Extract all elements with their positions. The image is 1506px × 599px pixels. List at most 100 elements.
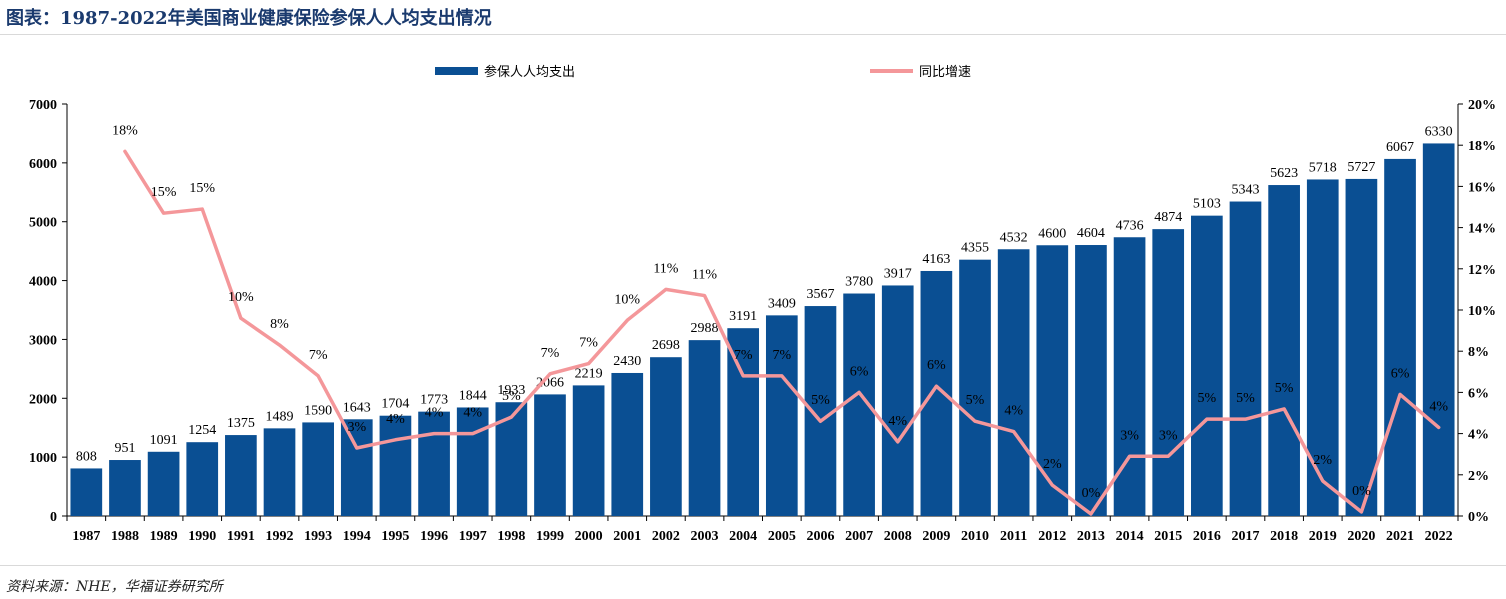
bar-value-label: 2219 bbox=[575, 366, 603, 381]
y-right-tick-label: 12% bbox=[1468, 263, 1496, 278]
x-tick-label: 2002 bbox=[652, 529, 680, 544]
growth-value-label: 5% bbox=[1275, 381, 1294, 396]
bar-value-label: 1773 bbox=[420, 393, 448, 408]
x-tick-label: 2001 bbox=[613, 529, 641, 544]
bar-value-label: 5727 bbox=[1347, 160, 1375, 175]
bar-value-label: 4604 bbox=[1077, 226, 1105, 241]
growth-value-label: 7% bbox=[579, 336, 598, 351]
growth-value-label: 5% bbox=[1198, 391, 1217, 406]
x-tick-label: 1997 bbox=[459, 529, 487, 544]
growth-value-label: 4% bbox=[888, 414, 907, 429]
growth-value-label: 2% bbox=[1043, 457, 1062, 472]
bar-value-label: 3191 bbox=[729, 309, 757, 324]
legend: 参保人人均支出 同比增速 bbox=[435, 64, 971, 80]
x-tick-label: 1993 bbox=[304, 529, 332, 544]
bar bbox=[881, 285, 914, 516]
bar bbox=[611, 372, 644, 516]
growth-value-label: 4% bbox=[425, 406, 444, 421]
x-tick-label: 2012 bbox=[1038, 529, 1066, 544]
y-right-tick-label: 6% bbox=[1468, 386, 1489, 401]
x-tick-label: 2021 bbox=[1386, 529, 1414, 544]
growth-value-label: 4% bbox=[463, 406, 482, 421]
x-tick-label: 2011 bbox=[1000, 529, 1027, 544]
bar-value-label: 4532 bbox=[1000, 230, 1028, 245]
x-tick-label: 2006 bbox=[806, 529, 834, 544]
bar-value-label: 808 bbox=[76, 449, 97, 464]
x-tick-label: 2016 bbox=[1193, 529, 1221, 544]
line-series bbox=[123, 149, 1441, 516]
bar bbox=[959, 259, 991, 516]
title-divider bbox=[0, 34, 1506, 35]
x-tick-label: 1998 bbox=[497, 529, 525, 544]
growth-value-label: 2% bbox=[1313, 453, 1332, 468]
y-right-tick-label: 16% bbox=[1468, 180, 1496, 195]
growth-value-label: 3% bbox=[1120, 428, 1139, 443]
growth-value-label: 6% bbox=[1391, 366, 1410, 381]
bar bbox=[70, 468, 103, 516]
y-left-tick-label: 2000 bbox=[29, 392, 57, 407]
x-tick-label: 2019 bbox=[1309, 529, 1337, 544]
x-tick-label: 1988 bbox=[111, 529, 139, 544]
bar bbox=[186, 442, 219, 516]
growth-value-label: 3% bbox=[347, 420, 366, 435]
growth-value-label: 18% bbox=[112, 123, 138, 138]
bar bbox=[1345, 178, 1378, 516]
x-tick-label: 2008 bbox=[884, 529, 912, 544]
legend-label-line: 同比增速 bbox=[919, 65, 971, 80]
growth-value-label: 10% bbox=[228, 290, 254, 305]
x-tick-label: 2022 bbox=[1425, 529, 1453, 544]
source-note: 资料来源：NHE，华福证券研究所 bbox=[6, 579, 223, 595]
x-tick-label: 2013 bbox=[1077, 529, 1105, 544]
x-tick-label: 2015 bbox=[1154, 529, 1182, 544]
growth-value-label: 6% bbox=[850, 364, 869, 379]
y-left-tick-label: 1000 bbox=[29, 451, 57, 466]
y-left-tick-label: 5000 bbox=[29, 216, 57, 231]
bar bbox=[727, 328, 760, 516]
bar-value-label: 4163 bbox=[922, 252, 950, 267]
chart-title: 图表：1987-2022年美国商业健康保险参保人人均支出情况 bbox=[6, 8, 492, 29]
x-axis-ticks: 1987 1988 1989 1990 1991 1992 1993 1994 1995 1996… bbox=[66, 516, 1459, 544]
bar-value-label: 1489 bbox=[266, 409, 294, 424]
footer-divider bbox=[0, 565, 1506, 566]
bar bbox=[1384, 158, 1416, 517]
bar bbox=[379, 415, 412, 516]
bar bbox=[456, 407, 489, 516]
bar bbox=[572, 385, 605, 516]
growth-value-label: 15% bbox=[151, 185, 177, 200]
growth-value-label: 7% bbox=[309, 348, 328, 363]
x-tick-label: 1992 bbox=[266, 529, 294, 544]
x-tick-label: 1996 bbox=[420, 529, 448, 544]
growth-value-label: 15% bbox=[189, 181, 215, 196]
x-tick-label: 2007 bbox=[845, 529, 873, 544]
growth-value-label: 4% bbox=[386, 412, 405, 427]
line-labels: 18% 15% 15% 10% 8% 7% 3% 4% 4% 4% 5% 7% 7% 10% 11% 11% 7… bbox=[112, 123, 1448, 501]
bar bbox=[1422, 143, 1455, 517]
growth-value-label: 11% bbox=[692, 268, 717, 283]
bar-value-label: 1933 bbox=[497, 383, 525, 398]
bar bbox=[997, 249, 1030, 516]
bar bbox=[650, 357, 682, 516]
bar bbox=[688, 340, 721, 516]
growth-value-label: 6% bbox=[927, 358, 946, 373]
bar-value-label: 5718 bbox=[1309, 160, 1337, 175]
bar-value-label: 3917 bbox=[884, 266, 912, 281]
y-left-tick-label: 4000 bbox=[29, 275, 57, 290]
bar bbox=[340, 419, 373, 516]
bar-value-label: 2430 bbox=[613, 354, 641, 369]
bar-value-label: 1643 bbox=[343, 400, 371, 415]
growth-value-label: 4% bbox=[1429, 399, 1448, 414]
bar-value-label: 3567 bbox=[806, 287, 834, 302]
growth-value-label: 3% bbox=[1159, 428, 1178, 443]
bar-value-label: 5343 bbox=[1231, 183, 1259, 198]
growth-value-label: 5% bbox=[811, 393, 830, 408]
y-right-tick-label: 20% bbox=[1468, 98, 1496, 113]
x-tick-label: 1989 bbox=[150, 529, 178, 544]
growth-line bbox=[123, 149, 1441, 516]
y-right-tick-label: 0% bbox=[1468, 510, 1489, 525]
bar-value-label: 1590 bbox=[304, 403, 332, 418]
bar-value-label: 4355 bbox=[961, 241, 989, 256]
bar bbox=[147, 451, 180, 516]
bar bbox=[302, 422, 334, 516]
x-tick-label: 1987 bbox=[72, 529, 100, 544]
